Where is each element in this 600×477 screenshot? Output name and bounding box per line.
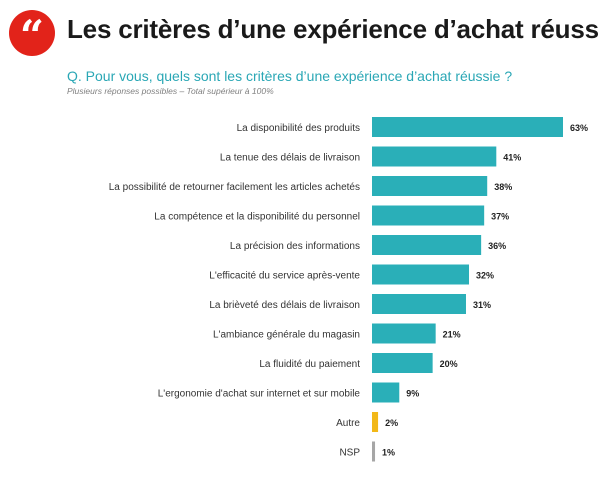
bar	[372, 294, 466, 314]
value-label: 31%	[473, 300, 491, 310]
svg-text:“: “	[20, 11, 44, 56]
value-label: 41%	[503, 153, 521, 163]
category-label: Autre	[336, 418, 360, 429]
value-label: 20%	[440, 359, 458, 369]
value-label: 38%	[494, 182, 512, 192]
bar	[372, 382, 400, 403]
bar	[372, 353, 433, 373]
value-label: 2%	[385, 418, 398, 428]
value-label: 63%	[570, 123, 588, 133]
value-label: 1%	[382, 448, 395, 458]
bar	[372, 205, 485, 226]
quote-icon: “	[9, 10, 55, 56]
survey-note: Plusieurs réponses possibles – Total sup…	[67, 86, 274, 96]
category-label: La brièveté des délais de livraison	[209, 300, 360, 311]
survey-question: Q. Pour vous, quels sont les critères d’…	[67, 68, 513, 84]
bar	[372, 146, 497, 167]
bar	[372, 117, 563, 137]
bar	[372, 412, 379, 432]
category-label: La tenue des délais de livraison	[220, 153, 360, 164]
value-label: 37%	[491, 212, 509, 222]
category-label: NSP	[339, 448, 360, 459]
category-label: L'efficacité du service après-vente	[209, 271, 360, 282]
bar	[372, 264, 470, 285]
bar	[372, 441, 376, 462]
value-label: 9%	[406, 389, 419, 399]
bar-chart: La disponibilité des produits 63% La tenue…	[109, 117, 588, 462]
value-label: 21%	[443, 330, 461, 340]
category-label: La compétence et la disponibilité du per…	[154, 212, 360, 223]
category-label: La fluidité du paiement	[259, 359, 360, 370]
category-label: La précision des informations	[230, 241, 360, 252]
value-label: 32%	[476, 271, 494, 281]
category-label: La possibilité de retourner facilement l…	[109, 182, 360, 193]
bar	[372, 323, 436, 344]
category-label: La disponibilité des produits	[237, 123, 360, 134]
category-label: L'ambiance générale du magasin	[213, 330, 360, 341]
category-label: L'ergonomie d'achat sur internet et sur …	[158, 389, 361, 400]
bar	[372, 176, 488, 196]
bar	[372, 235, 482, 255]
page-title: Les critères d’une expérience d’achat ré…	[67, 14, 600, 44]
value-label: 36%	[488, 241, 506, 251]
